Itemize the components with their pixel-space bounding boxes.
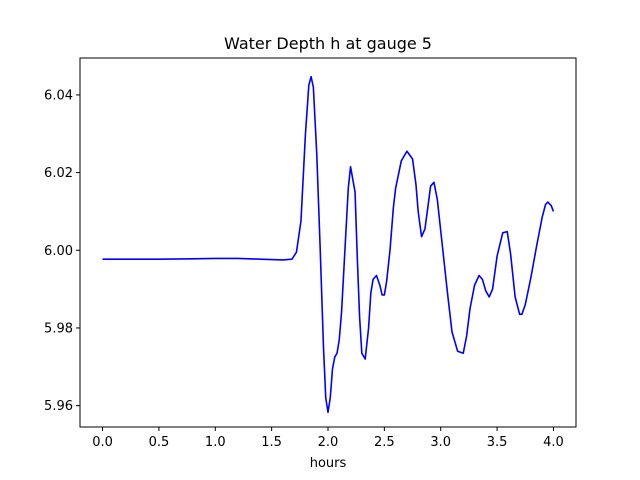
x-tick-label: 0.0 — [92, 435, 113, 450]
y-tick-label: 5.96 — [44, 399, 73, 414]
y-tick-label: 5.98 — [44, 321, 73, 336]
plot-area — [102, 75, 555, 414]
x-axis: 0.0 0.5 1.0 1.5 2.0 2.5 3.0 3.5 4.0 — [92, 427, 564, 450]
x-tick-label: 2.5 — [374, 435, 395, 450]
series-line-0 — [102, 75, 555, 414]
chart-title: Water Depth h at gauge 5 — [224, 34, 432, 53]
y-axis: 5.96 5.98 6.00 6.02 6.04 — [44, 88, 80, 414]
x-tick-label: 0.5 — [149, 435, 170, 450]
y-tick-label: 6.02 — [44, 166, 73, 181]
y-tick-label: 6.00 — [44, 244, 73, 259]
y-tick-label: 6.04 — [44, 88, 73, 103]
x-tick-label: 4.0 — [543, 435, 564, 450]
x-tick-label: 1.0 — [205, 435, 226, 450]
x-tick-label: 3.0 — [430, 435, 451, 450]
x-tick-label: 2.0 — [318, 435, 339, 450]
x-axis-label: hours — [310, 456, 347, 471]
x-tick-label: 1.5 — [261, 435, 282, 450]
x-tick-label: 3.5 — [487, 435, 508, 450]
